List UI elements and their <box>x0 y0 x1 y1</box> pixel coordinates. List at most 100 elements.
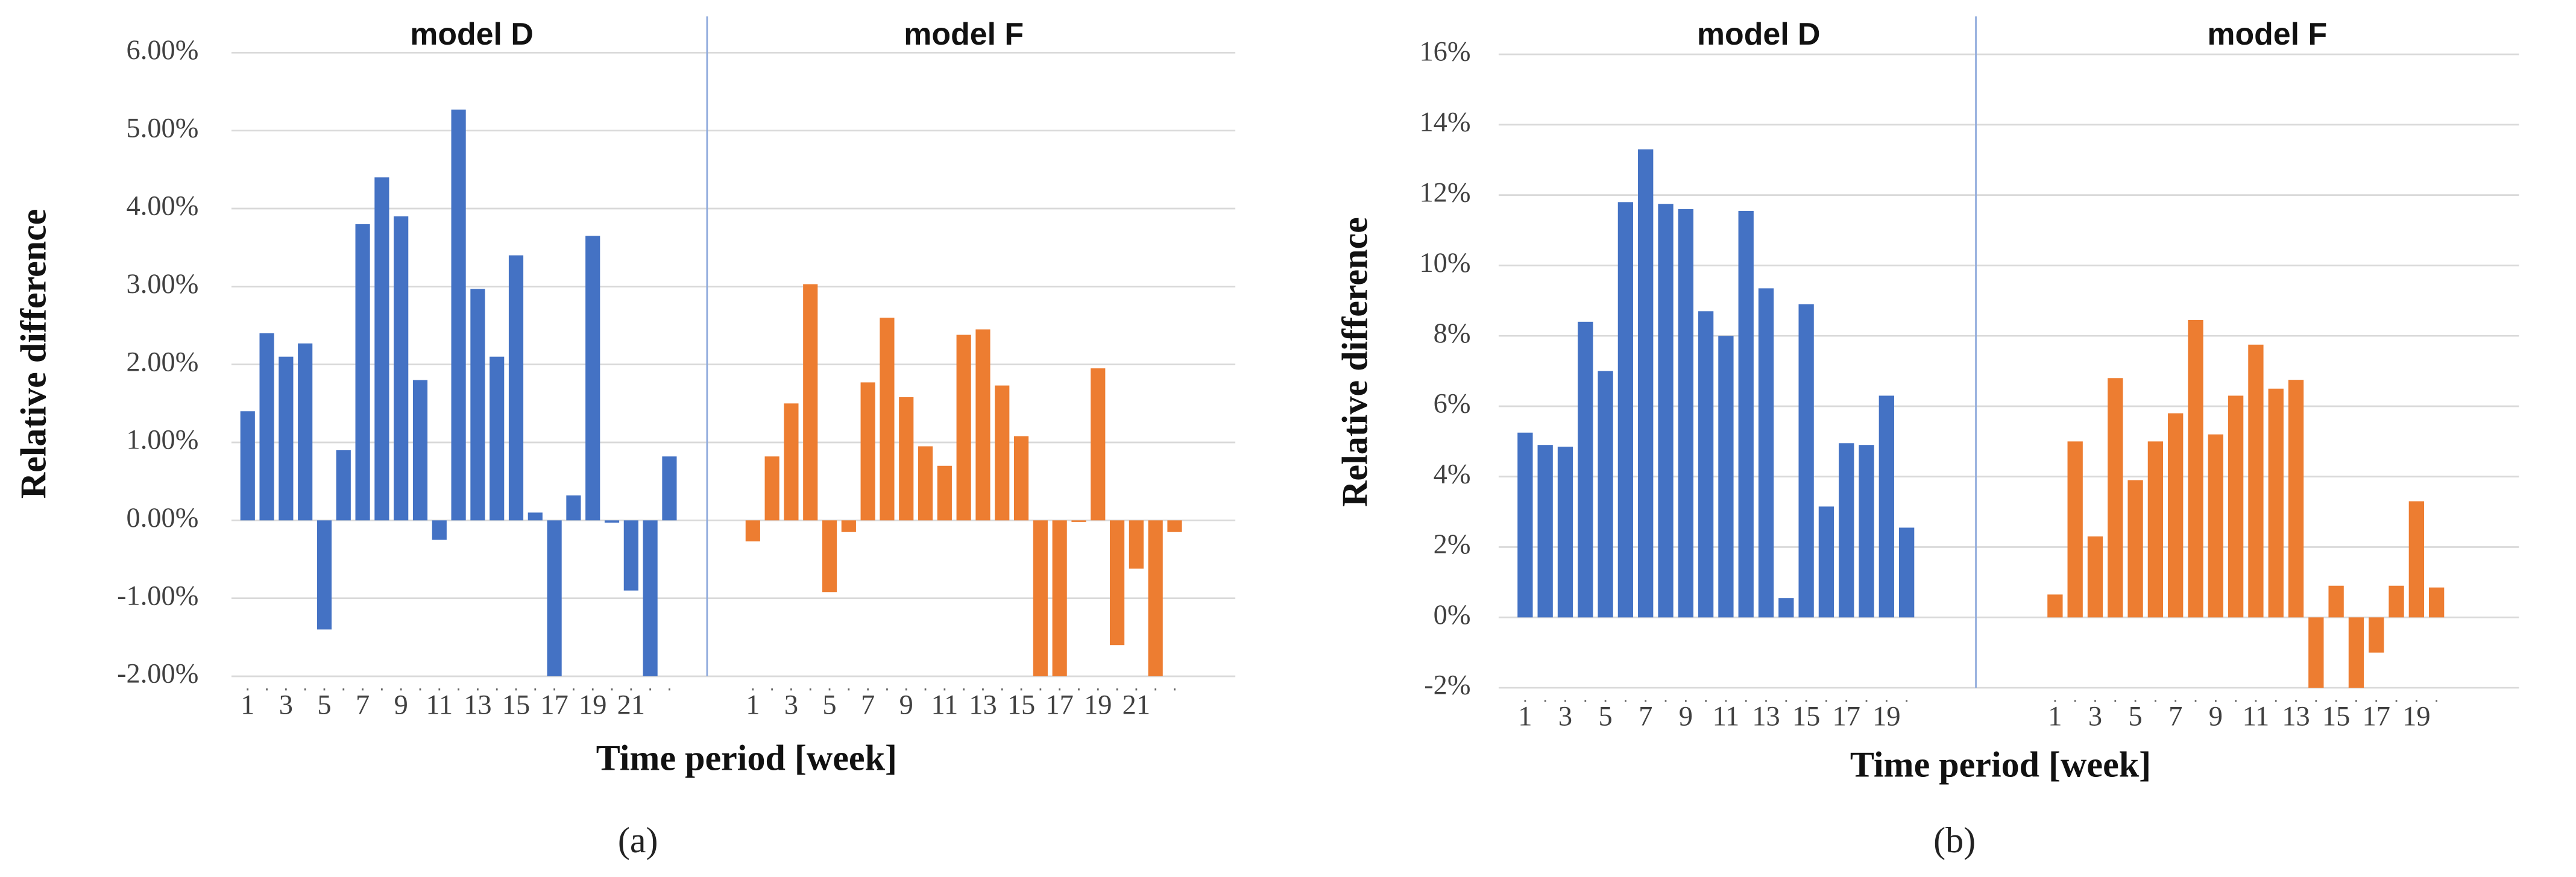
bar <box>899 397 914 521</box>
bar <box>1839 443 1854 618</box>
bar <box>803 284 818 521</box>
x-tick-label: 3 <box>784 690 798 720</box>
x-tick-label: 7 <box>2168 702 2182 732</box>
bar <box>975 329 990 521</box>
bar <box>508 255 524 521</box>
panel-title: model D <box>410 16 534 51</box>
bar <box>490 356 505 521</box>
x-tick-label: 5 <box>1598 702 1612 732</box>
bar <box>2228 395 2244 618</box>
x-tick-label: 21 <box>617 690 645 720</box>
bar <box>2348 617 2364 688</box>
bar <box>279 356 294 521</box>
y-axis-title: Relative difference <box>1335 217 1375 507</box>
bar <box>643 520 658 676</box>
x-tick-label: 21 <box>1123 690 1150 720</box>
x-tick-label: 17 <box>1045 690 1073 720</box>
x-tick-label: 7 <box>1639 702 1652 732</box>
bar <box>995 385 1010 521</box>
bar <box>2108 378 2123 618</box>
bar <box>1129 520 1144 569</box>
bar <box>764 456 779 521</box>
bar <box>745 520 760 542</box>
x-tick-label: 3 <box>279 690 293 720</box>
bar <box>412 380 428 521</box>
y-tick-label: 1.00% <box>127 425 199 456</box>
x-tick-label: 1 <box>2048 702 2062 732</box>
bar <box>2208 434 2223 618</box>
bar <box>451 109 466 521</box>
bar <box>784 403 799 521</box>
bar <box>918 446 933 521</box>
x-tick-label: 13 <box>2282 702 2310 732</box>
bar <box>1537 445 1553 618</box>
bar <box>1598 371 1613 618</box>
bar <box>2168 413 2184 618</box>
panel-title: model F <box>904 16 1024 51</box>
bar <box>604 520 620 523</box>
bar <box>1818 506 1834 618</box>
x-tick-label: 19 <box>579 690 606 720</box>
x-tick-label: 15 <box>1792 702 1820 732</box>
x-tick-label: 5 <box>2128 702 2142 732</box>
bar <box>1898 527 1915 618</box>
x-tick-label: 7 <box>861 690 875 720</box>
bar <box>2268 388 2284 618</box>
x-tick-label: 19 <box>1872 702 1900 732</box>
bar <box>2067 441 2083 618</box>
x-tick-label: 15 <box>2322 702 2350 732</box>
x-tick-label: 3 <box>1558 702 1572 732</box>
bar <box>1678 209 1693 618</box>
y-tick-label: -1.00% <box>117 580 198 611</box>
x-tick-label: 11 <box>426 690 453 720</box>
bar <box>822 520 837 593</box>
bar <box>1718 336 1734 618</box>
bar <box>956 335 971 521</box>
x-tick-label: 3 <box>2088 702 2102 732</box>
x-tick-label: 9 <box>2209 702 2223 732</box>
x-tick-label: 9 <box>394 690 408 720</box>
y-tick-label: -2.00% <box>117 659 198 690</box>
x-tick-label: 13 <box>1752 702 1780 732</box>
x-tick-label: 11 <box>1713 702 1740 732</box>
y-tick-label: 6.00% <box>127 35 199 66</box>
y-tick-label: 2% <box>1434 529 1471 560</box>
bar <box>259 333 274 521</box>
y-tick-label: 4% <box>1434 459 1471 489</box>
y-axis-title: Relative difference <box>13 209 54 499</box>
bar <box>1033 520 1048 676</box>
panel-title: model F <box>2207 16 2327 51</box>
x-tick-label: 17 <box>2363 702 2390 732</box>
x-tick-label: 17 <box>1833 702 1860 732</box>
bar <box>1698 311 1714 618</box>
bar <box>355 224 370 521</box>
bar <box>2288 380 2304 618</box>
bar <box>2248 344 2264 618</box>
x-tick-label: 5 <box>822 690 836 720</box>
x-tick-label: 13 <box>464 690 491 720</box>
x-tick-label: 7 <box>356 690 370 720</box>
x-tick-label: 1 <box>746 690 760 720</box>
x-tick-label: 19 <box>1084 690 1112 720</box>
y-tick-label: 0% <box>1434 600 1471 630</box>
bar <box>336 450 351 521</box>
x-axis-title: Time period [week] <box>1850 744 2151 785</box>
bar <box>566 495 581 521</box>
x-tick-label: 5 <box>317 690 331 720</box>
bar <box>880 318 895 521</box>
x-tick-label: 17 <box>540 690 568 720</box>
x-tick-label: 13 <box>969 690 997 720</box>
y-tick-label: 8% <box>1434 318 1471 349</box>
y-tick-label: 2.00% <box>127 347 199 377</box>
x-tick-label: 19 <box>2402 702 2430 732</box>
bar <box>585 236 600 521</box>
bar <box>1517 432 1533 618</box>
bar <box>623 520 638 591</box>
bar <box>1798 304 1814 618</box>
bar <box>394 216 409 521</box>
y-tick-label: 16% <box>1419 37 1470 68</box>
bar <box>470 289 485 521</box>
y-tick-label: 3.00% <box>127 269 199 300</box>
bar <box>1167 520 1182 532</box>
